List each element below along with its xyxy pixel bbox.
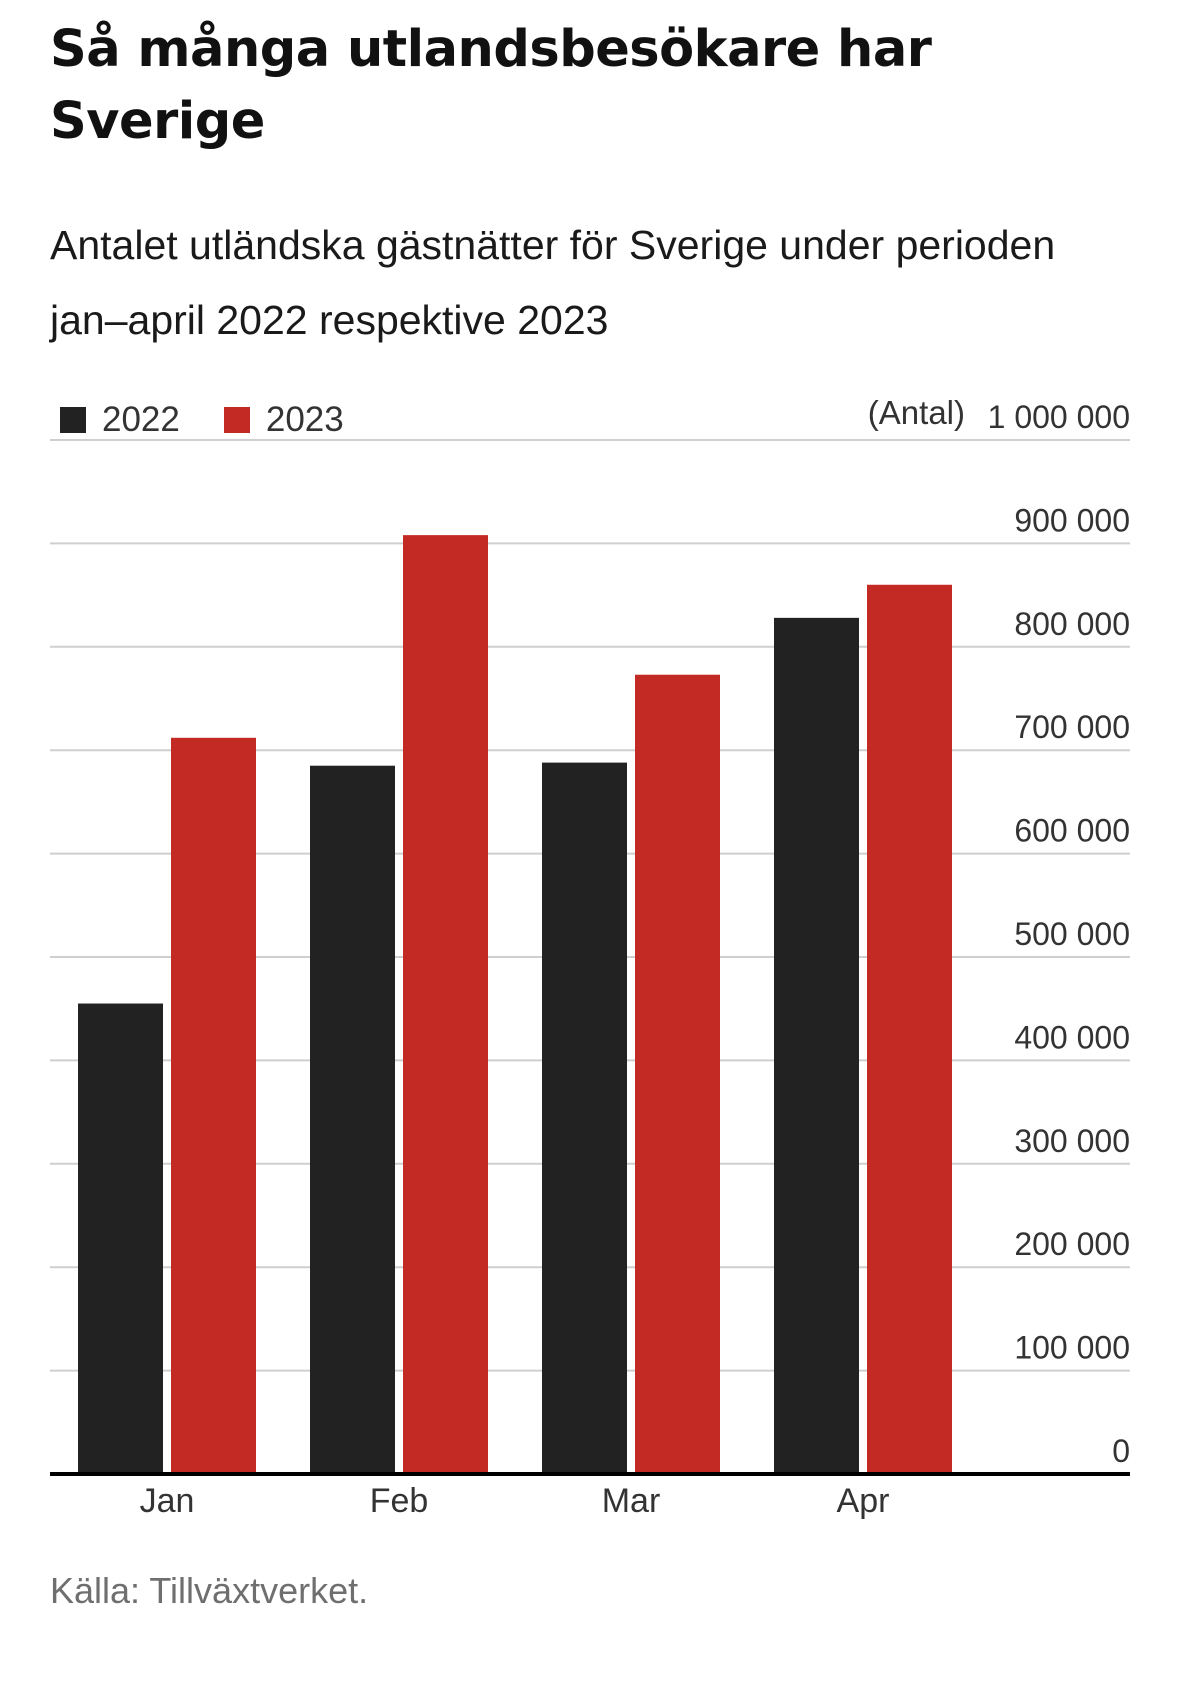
legend-label-2023: 2023 [265, 400, 344, 439]
legend-swatch-2023 [223, 407, 250, 433]
bar-apr-2023 [867, 584, 952, 1474]
y-tick-label: 100 000 [1014, 1330, 1130, 1366]
x-category-label: Apr [837, 1482, 890, 1520]
y-tick-label: 0 [1112, 1433, 1130, 1469]
y-tick-label: 800 000 [1014, 606, 1130, 642]
chart-subtitle: Antalet utländska gästnätter för Sverige… [50, 222, 1056, 343]
y-tick-labels: 0 100 000 200 000 300 000 400 000 500 000 600 … [988, 399, 1130, 1469]
x-category-label: Feb [370, 1482, 429, 1520]
source-note: Källa: Tillväxtverket. [50, 1570, 369, 1611]
y-tick-label: 300 000 [1014, 1123, 1130, 1159]
x-category-label: Jan [140, 1482, 195, 1520]
legend-item-2023: 2023 [223, 400, 344, 440]
bar-mar-2023 [635, 674, 720, 1474]
bar-mar-2022 [542, 762, 627, 1474]
bar-apr-2022 [774, 617, 859, 1474]
chart-title: Så många utlandsbesökare har Sverige [50, 20, 932, 151]
x-category-label: Mar [602, 1482, 661, 1520]
bar-chart: 0 100 000 200 000 300 000 400 000 500 000 600 … [50, 399, 1130, 1520]
bar-feb-2023 [403, 535, 488, 1474]
y-tick-label: 200 000 [1014, 1226, 1130, 1262]
bar-feb-2022 [310, 765, 395, 1474]
y-tick-label: 400 000 [1014, 1019, 1130, 1055]
legend: 2022 2023 [60, 398, 388, 442]
bar-jan-2023 [171, 737, 256, 1474]
y-tick-label: 900 000 [1014, 502, 1130, 538]
legend-item-2022: 2022 [60, 400, 180, 440]
legend-label-2022: 2022 [102, 400, 180, 439]
y-tick-label: 500 000 [1014, 916, 1130, 952]
y-axis-unit: (Antal) [867, 394, 965, 431]
y-tick-label: 700 000 [1014, 709, 1130, 745]
y-tick-label: 600 000 [1014, 813, 1130, 849]
x-category-labels: Jan Feb Mar Apr [140, 1482, 890, 1520]
bar-jan-2022 [78, 1003, 163, 1474]
legend-swatch-2022 [60, 407, 86, 433]
bars [78, 535, 952, 1474]
y-tick-label: 1 000 000 [988, 399, 1130, 435]
